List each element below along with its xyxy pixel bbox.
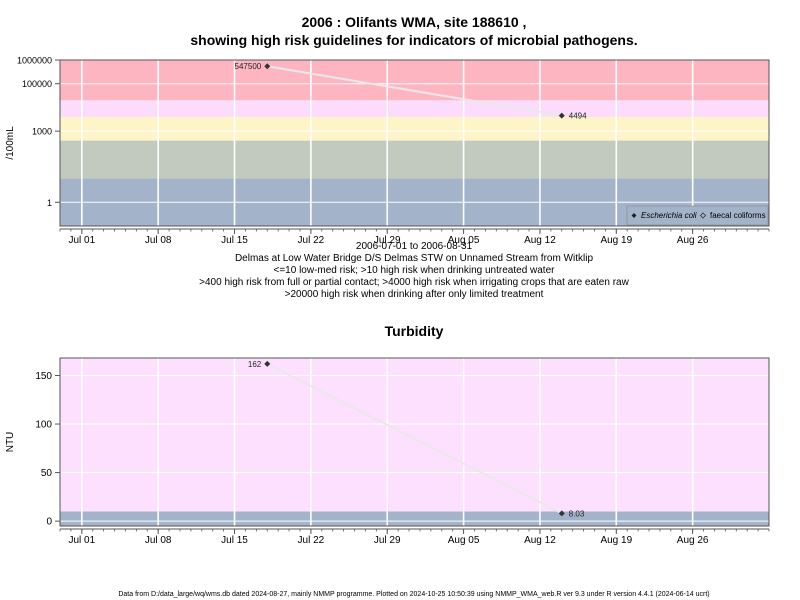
series-line <box>267 65 562 117</box>
risk-bands <box>60 60 769 226</box>
x-tick-label: Aug 19 <box>600 535 632 546</box>
risk-band <box>60 140 769 179</box>
legend-entry-faecal-coliforms: faecal coliforms <box>710 211 766 220</box>
y-axis-label: NTU <box>5 432 16 453</box>
legend: Escherichia coli faecal coliforms <box>626 205 769 226</box>
risk-band <box>60 116 769 141</box>
x-tick-label: Aug 05 <box>448 535 480 546</box>
x-tick-label: Aug 05 <box>448 235 480 246</box>
x-tick-label: Aug 19 <box>600 235 632 246</box>
data-points: 547500 4494 <box>235 62 588 120</box>
data-label: 8.03 <box>569 509 585 518</box>
y-tick-label: 50 <box>41 468 53 479</box>
annotation-site: Delmas at Low Water Bridge D/S Delmas ST… <box>235 253 594 264</box>
x-tick-label: Aug 26 <box>677 535 709 546</box>
data-label: 162 <box>248 360 262 369</box>
x-tick-label: Jul 08 <box>145 535 172 546</box>
annotation-guideline-1: <=10 low-med risk; >10 high risk when dr… <box>274 265 556 276</box>
series-line <box>266 362 563 515</box>
series-line <box>266 362 563 515</box>
y-tick-label: 1000 <box>32 127 52 137</box>
risk-band <box>60 358 769 512</box>
y-tick-label: 100000 <box>22 79 52 89</box>
data-point <box>558 510 565 517</box>
x-tick-label: Jul 15 <box>221 535 248 546</box>
data-point <box>264 63 271 70</box>
grid-lines <box>60 59 769 226</box>
x-tick-label: Jul 01 <box>68 535 95 546</box>
grid-lines <box>60 358 769 526</box>
risk-band <box>60 60 769 101</box>
data-label: 4494 <box>569 112 587 121</box>
x-tick-label: Aug 12 <box>524 235 556 246</box>
footer-note: Data from D:/data_large/wq/wms.db dated … <box>118 591 709 598</box>
legend-marker-faecal-coliforms <box>700 212 706 219</box>
x-tick-label: Jul 22 <box>298 235 325 246</box>
risk-band <box>60 100 769 117</box>
y-tick-label: 150 <box>35 371 52 382</box>
x-tick-label: Jul 29 <box>374 535 401 546</box>
x-tick-label: Aug 26 <box>677 235 709 246</box>
y-tick-label: 100 <box>35 420 52 431</box>
legend-box <box>626 205 769 226</box>
y-tick-label: 1000000 <box>17 56 52 66</box>
risk-band <box>60 511 769 526</box>
x-tick-label: Jul 22 <box>298 535 325 546</box>
turbidity-title: Turbidity <box>385 323 444 339</box>
data-points: 162 8.03 <box>248 360 585 519</box>
y-tick-label: 1 <box>47 198 52 208</box>
legend-entry-e-coli: Escherichia coli <box>641 211 697 220</box>
x-tick-label: Jul 29 <box>374 235 401 246</box>
data-point <box>558 112 565 119</box>
annotation-guideline-3: >20000 high risk when drinking after onl… <box>285 289 544 300</box>
x-tick-label: Jul 15 <box>221 235 248 246</box>
x-tick-label: Jul 08 <box>145 235 172 246</box>
turbidity-bands <box>60 358 769 526</box>
data-point <box>264 360 271 367</box>
figure-title-line-2: showing high risk guidelines for indicat… <box>190 32 637 48</box>
x-axis: Jul 01 Jul 08 Jul 15 Jul 22 Jul 29 Aug 05 Aug … <box>59 528 770 546</box>
x-axis: Jul 01 Jul 08 Jul 15 Jul 22 Jul 29 Aug 05 Aug … <box>59 228 770 246</box>
annotation-date-range: 2006-07-01 to 2006-08-31 <box>356 241 473 252</box>
y-axis-label: /100mL <box>5 126 16 160</box>
annotation-guideline-2: >400 high risk from full or partial cont… <box>199 277 629 288</box>
y-tick-label: 0 <box>46 517 52 528</box>
figure-title-line-1: 2006 : Olifants WMA, site 188610 , <box>302 14 527 30</box>
y-axis: 1 1000 100000 1000000 <box>17 56 61 226</box>
turbidity-chart: Turbidity 162 8.03 0 50 100 150 Jul 01 Jul 08… <box>5 323 770 546</box>
x-tick-label: Jul 01 <box>68 235 95 246</box>
y-axis: 0 50 100 150 <box>35 358 61 528</box>
legend-marker-e-coli <box>631 213 637 218</box>
x-tick-label: Aug 12 <box>524 535 556 546</box>
series-line <box>267 65 562 117</box>
data-label: 547500 <box>235 62 262 71</box>
